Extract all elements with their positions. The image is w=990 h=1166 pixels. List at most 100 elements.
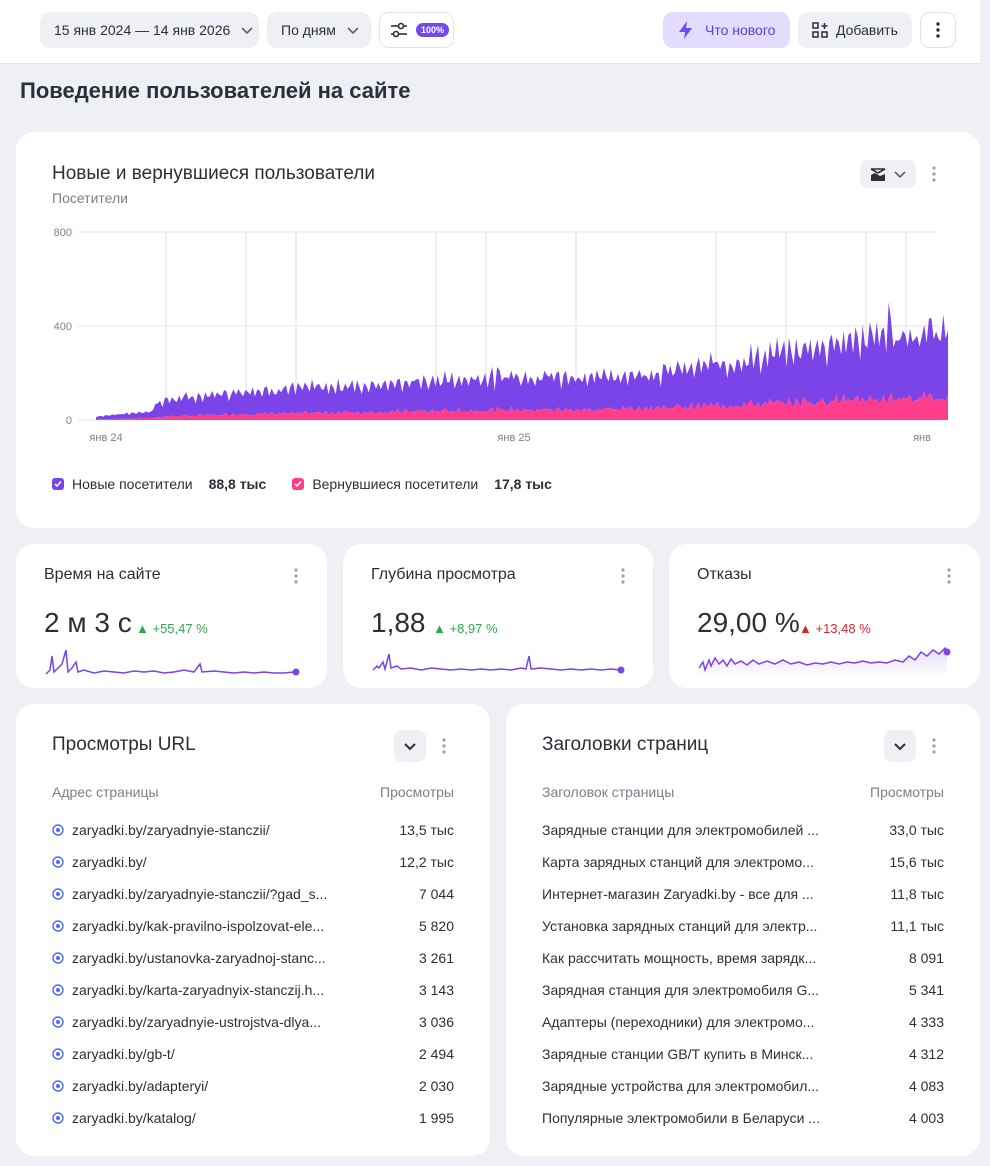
row-label-cell: Зарядная станция для электромобиля G... — [542, 982, 819, 998]
table-dropdown-button[interactable] — [884, 730, 916, 762]
table-row[interactable]: Зарядные станции GB/T купить в Минск... 4… — [542, 1038, 944, 1070]
y-tick-label: 400 — [54, 321, 72, 333]
web-page-icon — [52, 856, 64, 868]
table-row[interactable]: Как рассчитать мощность, время зарядк...… — [542, 942, 944, 974]
row-label-cell: zaryadki.by/ — [52, 854, 147, 870]
checkbox-icon[interactable] — [52, 478, 64, 490]
row-label[interactable]: zaryadki.by/zaryadnyie-stanczii/ — [72, 822, 270, 838]
sparkline — [698, 646, 951, 678]
row-label[interactable]: zaryadki.by/katalog/ — [72, 1110, 196, 1126]
column-header-views: Просмотры — [870, 784, 944, 800]
grouping-select[interactable]: По дням — [267, 12, 371, 48]
row-label[interactable]: zaryadki.by/zaryadnyie-stanczii/?gad_s..… — [72, 886, 328, 902]
row-label[interactable]: zaryadki.by/adapteryi/ — [72, 1078, 209, 1094]
row-value: 4 083 — [908, 1078, 944, 1094]
row-label[interactable]: Популярные электромобили в Беларуси ... — [542, 1110, 820, 1126]
row-value: 5 341 — [908, 982, 944, 998]
row-value: 13,5 тыс — [399, 822, 454, 838]
row-label-cell: zaryadki.by/katalog/ — [52, 1110, 196, 1126]
row-label[interactable]: Зарядные станции для электромобилей ... — [542, 822, 819, 838]
chart-kebab-icon[interactable] — [924, 164, 944, 184]
row-label[interactable]: Интернет-магазин Zaryadki.by - все для .… — [542, 886, 814, 902]
row-label[interactable]: zaryadki.by/ustanovka-zaryadnoj-stanc... — [72, 950, 326, 966]
row-label[interactable]: Зарядные устройства для электромобил... — [542, 1078, 820, 1094]
kebab-icon[interactable] — [939, 566, 959, 586]
kebab-icon[interactable] — [286, 566, 306, 586]
table-row[interactable]: zaryadki.by/ustanovka-zaryadnoj-stanc...… — [52, 942, 454, 974]
row-label-cell: Адаптеры (переходники) для электромо... — [542, 1014, 814, 1030]
row-label[interactable]: Установка зарядных станций для электр... — [542, 918, 818, 934]
kebab-icon[interactable] — [434, 736, 454, 756]
row-value: 3 036 — [418, 1014, 454, 1030]
row-value: 15,6 тыс — [889, 854, 944, 870]
row-label[interactable]: zaryadki.by/karta-zaryadnyix-stanczij.h.… — [72, 982, 325, 998]
table-row[interactable]: Установка зарядных станций для электр...… — [542, 910, 944, 942]
kpi-title: Глубина просмотра — [371, 566, 516, 583]
table-row[interactable]: zaryadki.by/kak-pravilno-ispolzovat-ele.… — [52, 910, 454, 942]
row-label-cell: zaryadki.by/ustanovka-zaryadnoj-stanc... — [52, 950, 326, 966]
row-label-cell: Как рассчитать мощность, время зарядк... — [542, 950, 816, 966]
kpi-delta: ▲ +55,47 % — [136, 621, 208, 636]
table-row[interactable]: zaryadki.by/karta-zaryadnyix-stanczij.h.… — [52, 974, 454, 1006]
series-area-returning-visitors — [96, 391, 948, 420]
legend-returning-visitors: Вернувшиеся посетители — [312, 476, 479, 492]
kpi-time-on-site[interactable]: Время на сайте 2 м 3 с ▲ +55,47 % — [16, 544, 327, 688]
row-label[interactable]: Адаптеры (переходники) для электромо... — [542, 1014, 815, 1030]
row-value: 4 003 — [908, 1110, 944, 1126]
row-label[interactable]: Зарядные станции GB/T купить в Минск... — [542, 1046, 814, 1062]
kpi-page-depth[interactable]: Глубина просмотра 1,88 ▲ +8,97 % — [343, 544, 653, 688]
row-label-cell: zaryadki.by/karta-zaryadnyix-stanczij.h.… — [52, 982, 324, 998]
kebab-icon[interactable] — [613, 566, 633, 586]
sparkline — [372, 653, 625, 674]
row-label[interactable]: Карта зарядных станций для электромо... — [542, 854, 814, 870]
table-row[interactable]: zaryadki.by/katalog/1 995 — [52, 1102, 454, 1134]
date-range-label: 15 янв 2024 — 14 янв 2026 — [54, 22, 231, 38]
page-title: Поведение пользователей на сайте — [20, 78, 411, 103]
add-widget-button[interactable]: Добавить — [798, 12, 912, 48]
table-row[interactable]: zaryadki.by/zaryadnyie-stanczii/13,5 тыс — [52, 814, 454, 846]
web-page-icon — [52, 920, 64, 932]
title-rows: Зарядные станции для электромобилей ... 3… — [542, 814, 944, 1134]
more-menu-button[interactable] — [920, 12, 956, 48]
chart-view-toggle[interactable] — [860, 160, 916, 188]
row-value: 2 494 — [418, 1046, 454, 1062]
kebab-icon[interactable] — [924, 736, 944, 756]
table-row[interactable]: zaryadki.by/zaryadnyie-ustrojstva-dlya..… — [52, 1006, 454, 1038]
table-dropdown-button[interactable] — [394, 730, 426, 762]
row-label-cell: zaryadki.by/zaryadnyie-stanczii/ — [52, 822, 270, 838]
row-label[interactable]: zaryadki.by/ — [72, 854, 147, 870]
row-label[interactable]: Зарядная станция для электромобиля G... — [542, 982, 820, 998]
web-page-icon — [52, 952, 64, 964]
table-row[interactable]: Зарядная станция для электромобиля G... 5… — [542, 974, 944, 1006]
row-label-cell: Зарядные станции для электромобилей ... — [542, 822, 819, 838]
row-label[interactable]: zaryadki.by/zaryadnyie-ustrojstva-dlya..… — [72, 1014, 321, 1030]
web-page-icon — [52, 1112, 64, 1124]
chart-subtitle: Посетители — [52, 190, 128, 206]
chevron-down-icon — [241, 27, 253, 35]
table-row[interactable]: Популярные электромобили в Беларуси ... 4… — [542, 1102, 944, 1134]
row-label[interactable]: Как рассчитать мощность, время зарядк... — [542, 950, 817, 966]
row-value: 11,8 тыс — [890, 886, 944, 902]
table-row[interactable]: zaryadki.by/zaryadnyie-stanczii/?gad_s..… — [52, 878, 454, 910]
checkbox-icon[interactable] — [292, 478, 305, 490]
table-row[interactable]: zaryadki.by/adapteryi/2 030 — [52, 1070, 454, 1102]
date-range-picker[interactable]: 15 янв 2024 — 14 янв 2026 — [40, 12, 259, 48]
kpi-bounce-rate[interactable]: Отказы 29,00 % ▲ +13,48 % — [669, 544, 980, 688]
row-label[interactable]: zaryadki.by/kak-pravilno-ispolzovat-ele.… — [72, 918, 325, 934]
kebab-icon — [936, 22, 940, 38]
table-row[interactable]: zaryadki.by/gb-t/2 494 — [52, 1038, 454, 1070]
whats-new-button[interactable]: Что нового — [663, 12, 790, 48]
sampling-settings-button[interactable]: 100% — [379, 12, 454, 48]
table-row[interactable]: Адаптеры (переходники) для электромо... 4… — [542, 1006, 944, 1038]
table-row[interactable]: Интернет-магазин Zaryadki.by - все для .… — [542, 878, 944, 910]
y-tick-label: 0 — [66, 415, 72, 427]
chevron-down-icon — [404, 743, 416, 751]
table-row[interactable]: Зарядные устройства для электромобил... 4… — [542, 1070, 944, 1102]
row-value: 33,0 тыс — [889, 822, 944, 838]
table-row[interactable]: Карта зарядных станций для электромо... 1… — [542, 846, 944, 878]
table-row[interactable]: zaryadki.by/12,2 тыс — [52, 846, 454, 878]
column-header-url: Адрес страницы — [52, 784, 159, 800]
row-label-cell: Карта зарядных станций для электромо... — [542, 854, 814, 870]
table-row[interactable]: Зарядные станции для электромобилей ... 3… — [542, 814, 944, 846]
row-label[interactable]: zaryadki.by/gb-t/ — [72, 1046, 175, 1062]
